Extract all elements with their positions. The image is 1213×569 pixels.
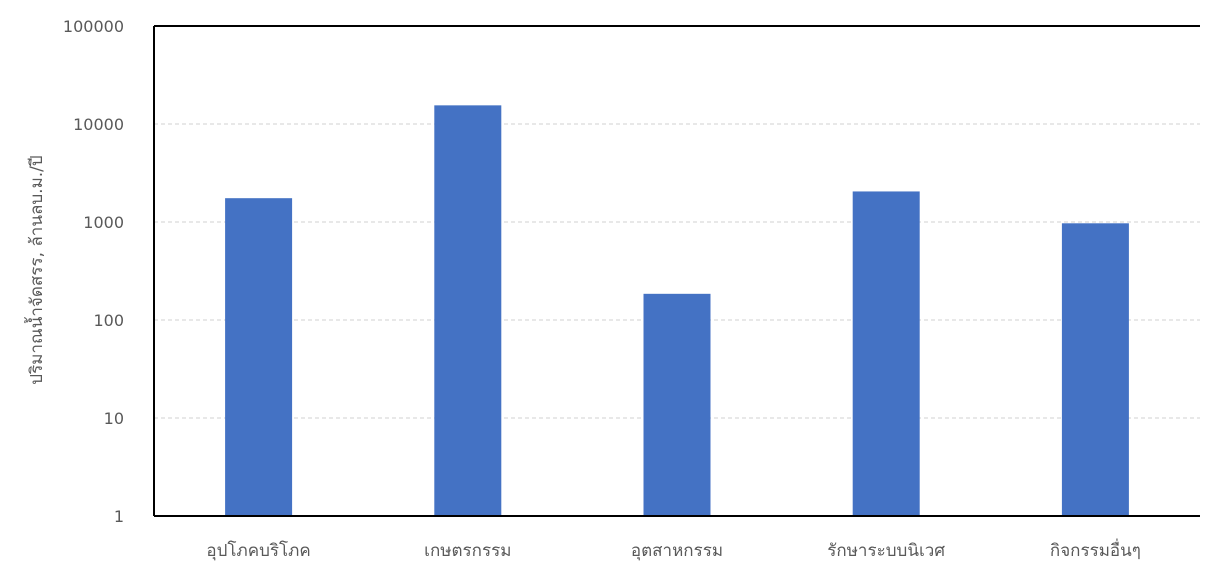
- x-category-label: เกษตรกรรม: [424, 541, 511, 561]
- bars: [225, 105, 1129, 517]
- gridlines: [154, 123, 1200, 419]
- y-tick-label: 10000: [73, 115, 124, 134]
- bar: [643, 293, 711, 516]
- bar: [225, 198, 293, 517]
- axes: [153, 25, 1200, 517]
- bar: [852, 191, 920, 516]
- x-category-label: อุปโภคบริโภค: [206, 540, 310, 561]
- y-axis-title: ปริมาณน้ำจัดสรร, ล้านลบ.ม./ปี: [24, 155, 47, 384]
- x-category-label: กิจกรรมอื่นๆ: [1050, 538, 1141, 561]
- bar: [434, 105, 502, 516]
- y-tick-labels: 1 10 100 1000 10000 100000: [63, 17, 124, 526]
- x-category-label: อุตสาหกรรม: [631, 541, 723, 561]
- x-category-labels: อุปโภคบริโภค เกษตรกรรม อุตสาหกรรม รักษาระบบ…: [206, 538, 1140, 561]
- bar: [1061, 223, 1129, 516]
- y-tick-label: 10: [104, 409, 124, 428]
- y-tick-label: 1000: [83, 213, 124, 232]
- y-tick-label: 1: [114, 507, 124, 526]
- x-category-label: รักษาระบบนิเวศ: [827, 541, 945, 561]
- y-tick-label: 100000: [63, 17, 124, 36]
- y-tick-label: 100: [93, 311, 124, 330]
